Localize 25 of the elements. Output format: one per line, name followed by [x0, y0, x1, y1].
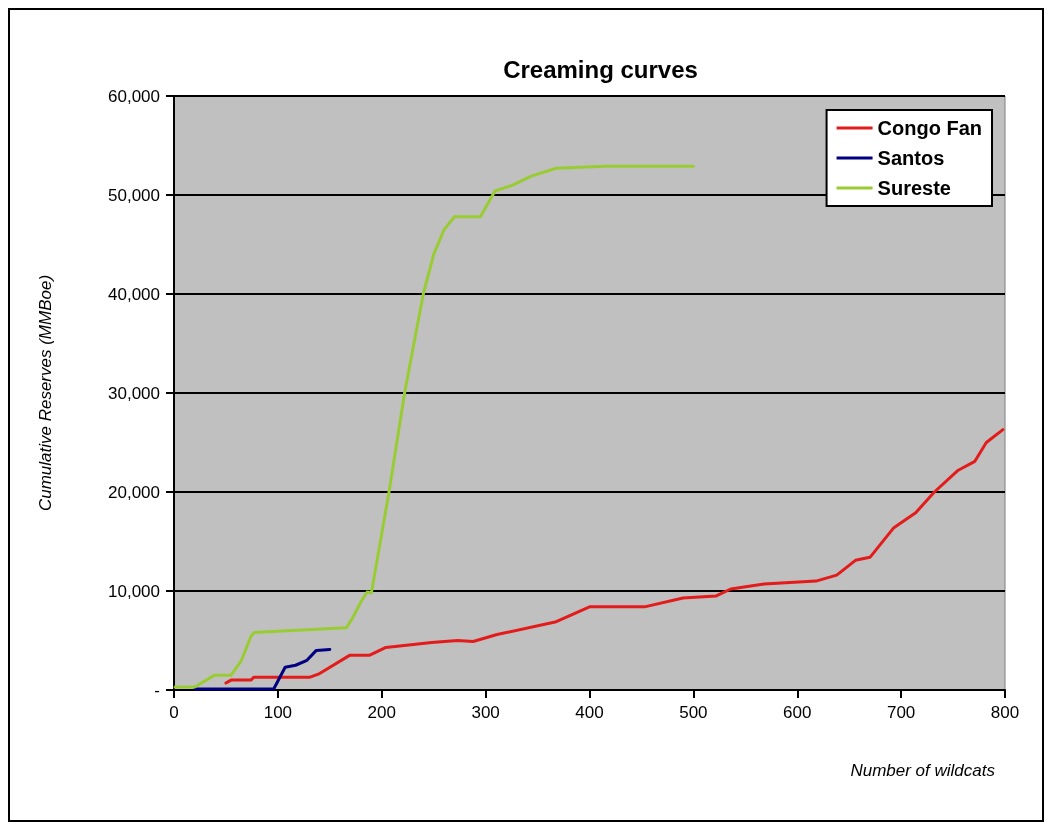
line-series [193, 647, 332, 691]
y-tick-label: 40,000 [108, 284, 160, 304]
x-tick-label: 800 [990, 703, 1020, 722]
y-tick-label: 30,000 [108, 383, 160, 403]
x-tick-label: 500 [679, 703, 708, 722]
line-series [173, 164, 695, 689]
legend-label: Congo Fan [877, 117, 983, 139]
y-tick-label: 20,000 [108, 482, 160, 502]
y-tick-label: 60,000 [108, 86, 160, 106]
x-tick-label: 100 [263, 703, 293, 722]
x-tick-label: 700 [886, 703, 916, 722]
legend-label: Sureste [877, 177, 951, 199]
x-tick-label: 400 [575, 703, 604, 722]
y-tick-label: 10,000 [108, 581, 160, 601]
y-tick-label: 50,000 [108, 185, 160, 205]
x-tick-label: 600 [783, 703, 812, 722]
y-axis-title: Cumulative Reserves (MMBoe) [36, 274, 55, 512]
x-tick-label: 300 [471, 703, 500, 722]
legend-label: Santos [877, 147, 945, 169]
x-axis-title: Number of wildcats [850, 761, 996, 780]
chart-title: Creaming curves [503, 55, 698, 83]
x-tick-label: 200 [367, 703, 396, 722]
y-tick-label: - [154, 680, 160, 700]
x-tick-label: 0 [169, 703, 179, 722]
line-series [224, 428, 1005, 685]
